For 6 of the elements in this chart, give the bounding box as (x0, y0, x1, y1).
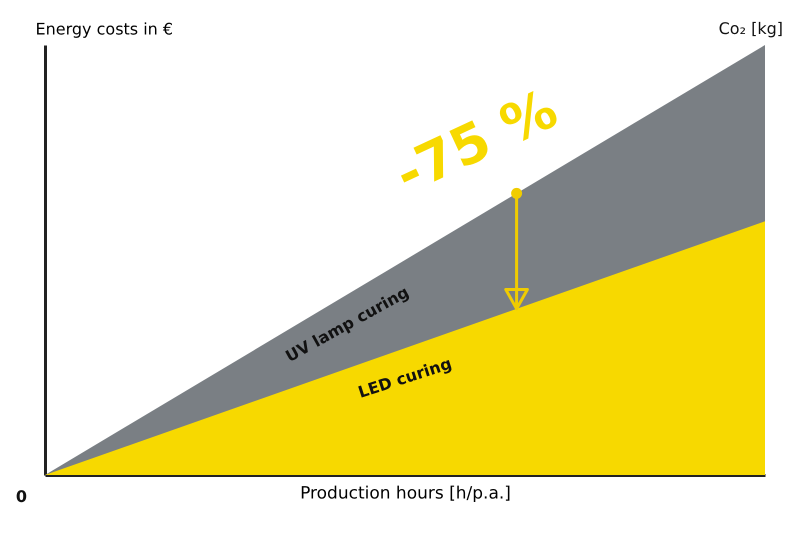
series-label: LED curing (356, 354, 454, 402)
y-axis-title: Energy costs in € (36, 20, 174, 38)
y2-axis-title: Co₂ [kg] (718, 19, 783, 38)
text: 0 (16, 487, 27, 506)
annotation: -75 % (385, 77, 567, 206)
x-axis-title: Production hours [h/p.a.] (300, 484, 511, 504)
